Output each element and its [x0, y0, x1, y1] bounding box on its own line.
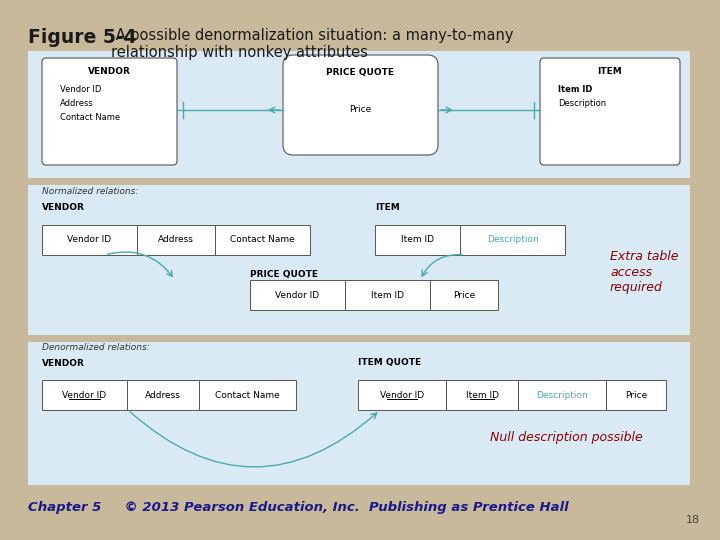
Bar [28, 185, 690, 335]
Bar [28, 51, 690, 178]
Text: Chapter 5     © 2013 Pearson Education, Inc.  Publishing as Prentice Hall: Chapter 5 © 2013 Pearson Education, Inc.… [28, 502, 569, 515]
Text: Description: Description [558, 99, 606, 109]
Text: Address: Address [60, 99, 94, 109]
Text: Vendor ID: Vendor ID [68, 235, 112, 245]
Text: VENDOR: VENDOR [42, 359, 85, 368]
Text: Address: Address [158, 235, 194, 245]
Text: Description: Description [536, 390, 588, 400]
Text: Vendor ID: Vendor ID [276, 291, 320, 300]
Bar [375, 225, 460, 255]
FancyBboxPatch shape [540, 58, 680, 165]
Text: Extra table
access
required: Extra table access required [610, 251, 678, 294]
Text: Price: Price [349, 105, 371, 114]
Bar [42, 225, 137, 255]
Text: Item ID: Item ID [371, 291, 404, 300]
Bar [127, 380, 199, 410]
Text: A possible denormalization situation: a many-to-many
relationship with nonkey at: A possible denormalization situation: a … [111, 28, 513, 60]
Text: VENDOR: VENDOR [42, 202, 85, 212]
Text: Contact Name: Contact Name [230, 235, 295, 245]
Bar [518, 380, 606, 410]
Text: Item ID: Item ID [401, 235, 434, 245]
Text: ITEM: ITEM [375, 202, 400, 212]
Text: Null description possible: Null description possible [490, 430, 643, 443]
Text: Denormalized relations:: Denormalized relations: [42, 343, 150, 353]
Text: PRICE QUOTE: PRICE QUOTE [250, 271, 318, 280]
Text: PRICE QUOTE: PRICE QUOTE [326, 69, 394, 78]
Bar [215, 225, 310, 255]
Text: Vendor ID: Vendor ID [380, 390, 424, 400]
Text: 18: 18 [686, 515, 700, 525]
Text: ITEM: ITEM [598, 68, 622, 77]
Bar [28, 342, 690, 485]
Bar [137, 225, 215, 255]
Text: ITEM QUOTE: ITEM QUOTE [358, 359, 421, 368]
FancyBboxPatch shape [283, 55, 438, 155]
Text: Figure 5-4: Figure 5-4 [28, 28, 137, 47]
Text: Contact Name: Contact Name [215, 390, 280, 400]
Text: Item ID: Item ID [466, 390, 498, 400]
Text: Item ID: Item ID [558, 85, 593, 94]
Bar [430, 280, 498, 310]
Bar [42, 380, 127, 410]
FancyBboxPatch shape [42, 58, 177, 165]
Bar [358, 380, 446, 410]
Text: Address: Address [145, 390, 181, 400]
Bar [446, 380, 518, 410]
Bar [199, 380, 296, 410]
Text: Normalized relations:: Normalized relations: [42, 187, 138, 197]
Text: Description: Description [487, 235, 539, 245]
Text: Vendor ID: Vendor ID [63, 390, 107, 400]
Text: Price: Price [453, 291, 475, 300]
Bar [460, 225, 565, 255]
Bar [606, 380, 666, 410]
Text: Vendor ID: Vendor ID [60, 85, 102, 94]
Text: Contact Name: Contact Name [60, 113, 120, 123]
Text: Price: Price [625, 390, 647, 400]
Bar [345, 280, 430, 310]
Text: VENDOR: VENDOR [88, 68, 130, 77]
Bar [250, 280, 345, 310]
